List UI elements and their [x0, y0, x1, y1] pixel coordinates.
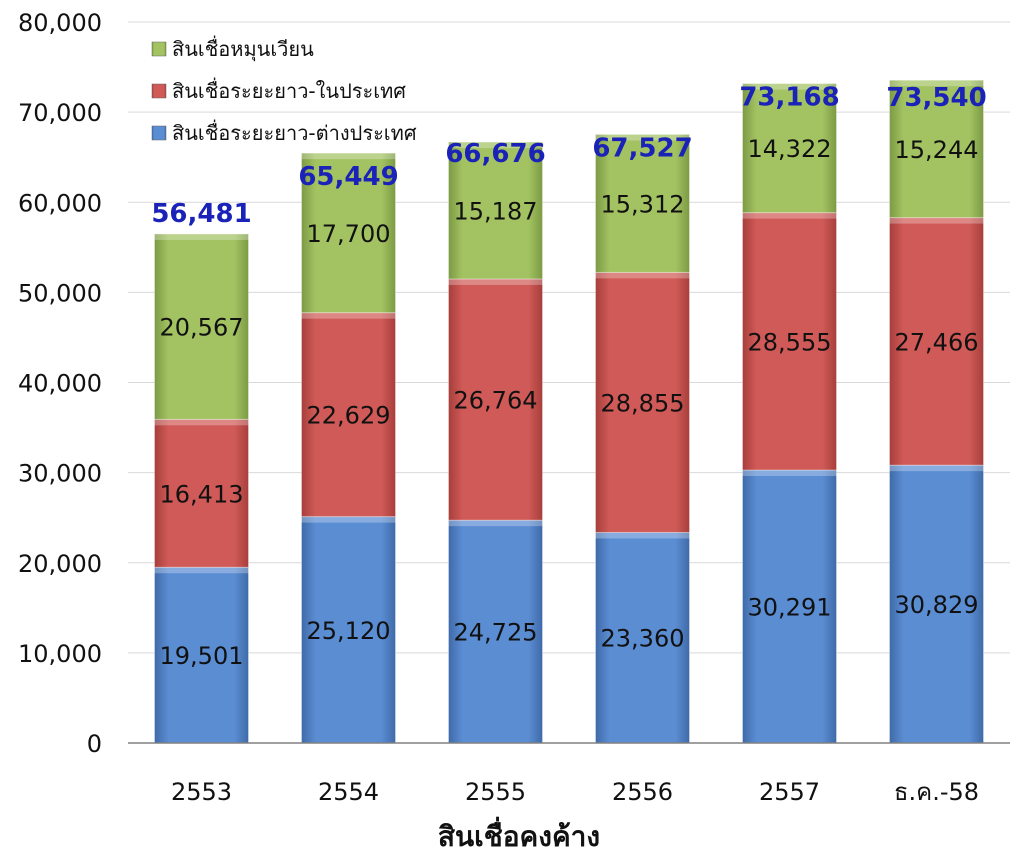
data-label: 19,501 — [160, 642, 244, 670]
data-label: 28,855 — [601, 389, 685, 417]
legend-label: สินเชื่อหมุนเวียน — [172, 35, 314, 62]
bar-segment — [154, 233, 249, 420]
bar-segment — [742, 469, 837, 744]
bar-segment — [448, 278, 543, 521]
data-label: 30,829 — [895, 591, 979, 619]
legend-swatch — [151, 41, 167, 57]
y-tick-label: 70,000 — [18, 99, 102, 127]
bar-segment-bevel — [742, 212, 837, 219]
bar-segment — [154, 418, 249, 568]
total-label: 66,676 — [445, 139, 545, 169]
bar-segment — [595, 531, 690, 744]
data-label: 15,312 — [601, 190, 685, 218]
y-tick-label: 30,000 — [18, 460, 102, 488]
data-label: 24,725 — [454, 619, 538, 647]
legend-label: สินเชื่อระยะยาว-ในประเทศ — [172, 77, 406, 103]
bar-segment — [301, 312, 396, 518]
total-label: 56,481 — [151, 199, 251, 229]
x-tick-label: ธ.ค.-58 — [894, 778, 979, 806]
y-tick-label: 20,000 — [18, 550, 102, 578]
x-tick-label: 2554 — [318, 778, 379, 806]
bar-segment-bevel — [301, 312, 396, 319]
y-tick-label: 50,000 — [18, 279, 102, 307]
total-label: 73,168 — [739, 83, 839, 113]
legend-swatch — [151, 125, 167, 141]
bar-segment-bevel — [154, 419, 249, 426]
bar-segment — [742, 212, 837, 471]
bar-segment-bevel — [889, 217, 984, 224]
bar-segment-bevel — [889, 80, 984, 87]
data-label: 14,322 — [748, 135, 832, 163]
data-label: 20,567 — [160, 314, 244, 342]
data-label: 22,629 — [307, 402, 391, 430]
total-label: 65,449 — [298, 162, 398, 192]
bar-segment-bevel — [448, 142, 543, 149]
x-axis-label: สินเชื่อคงค้าง — [438, 816, 600, 853]
y-tick-label: 60,000 — [18, 189, 102, 217]
bar-segment — [595, 271, 690, 533]
x-tick-label: 2556 — [612, 778, 673, 806]
bar-segment — [595, 133, 690, 273]
y-tick-label: 40,000 — [18, 370, 102, 398]
bar-segment-bevel — [742, 83, 837, 90]
x-axis: 2553 2554 2555 2556 2557 ธ.ค.-58 — [128, 742, 1010, 806]
bar-segment-bevel — [595, 272, 690, 279]
data-label: 27,466 — [895, 328, 979, 356]
bar-segment-bevel — [301, 153, 396, 160]
gridlines — [128, 21, 1010, 654]
data-label: 25,120 — [307, 617, 391, 645]
y-tick-label: 0 — [87, 730, 102, 758]
bar-segment-bevel — [595, 134, 690, 141]
bar-segment — [889, 217, 984, 466]
bar-segment-bevel — [595, 532, 690, 539]
total-label: 73,540 — [886, 83, 986, 113]
x-tick-label: 2557 — [759, 778, 820, 806]
bar-segment-bevel — [448, 520, 543, 527]
legend-label: สินเชื่อระยะยาว-ต่างประเทศ — [172, 119, 417, 145]
bar-segment — [742, 83, 837, 214]
bar-segment-bevel — [742, 470, 837, 477]
data-label: 28,555 — [748, 328, 832, 356]
data-label: 15,244 — [895, 136, 979, 164]
legend: สินเชื่อหมุนเวียนสินเชื่อระยะยาว-ในประเท… — [151, 35, 417, 145]
bar-segment — [301, 152, 396, 314]
data-label: 23,360 — [601, 625, 685, 653]
y-tick-label: 80,000 — [18, 9, 102, 37]
bar-segment-bevel — [154, 567, 249, 574]
bar-segment-bevel — [154, 233, 249, 240]
bar-segment — [448, 141, 543, 280]
bar-segment — [301, 516, 396, 744]
data-label: 16,413 — [160, 480, 244, 508]
bar-segment — [889, 79, 984, 219]
data-label: 15,187 — [454, 198, 538, 226]
data-label: 30,291 — [748, 594, 832, 622]
bars: 19,501 16,413 20,567 25,120 22,629 17,700 24,7… — [151, 79, 987, 744]
y-tick-label: 10,000 — [18, 640, 102, 668]
bar-segment — [154, 566, 249, 744]
y-axis: 0 10,000 20,000 30,000 40,000 50,000 60,000 70,… — [18, 9, 102, 758]
bar-segment-bevel — [889, 465, 984, 472]
x-tick-label: 2555 — [465, 778, 526, 806]
total-label: 67,527 — [592, 133, 692, 163]
bar-segment-bevel — [448, 278, 543, 285]
x-tick-label: 2553 — [171, 778, 232, 806]
data-label: 26,764 — [454, 387, 538, 415]
bar-segment-bevel — [301, 516, 396, 523]
legend-swatch — [151, 83, 167, 99]
data-label: 17,700 — [307, 220, 391, 248]
bar-segment — [889, 464, 984, 744]
